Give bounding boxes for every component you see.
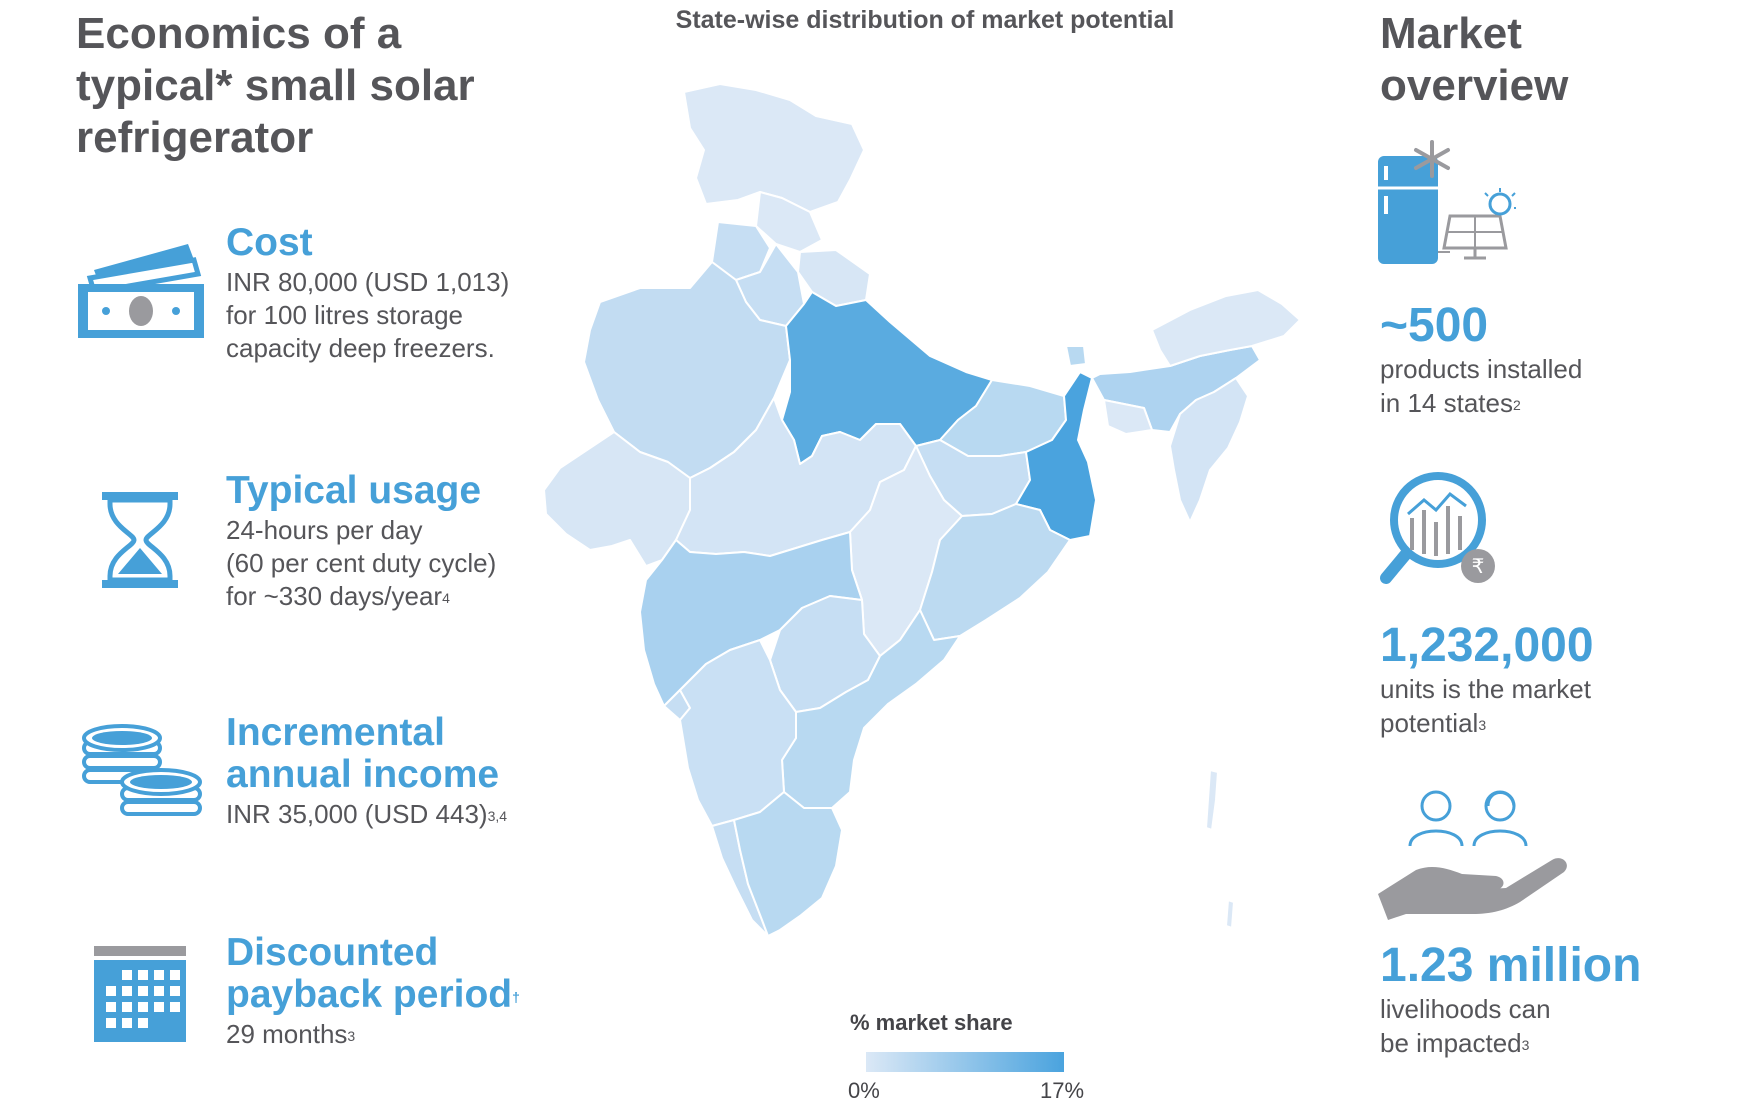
right-panel-title: Market overview xyxy=(1380,8,1700,112)
cost-body-line-3: capacity deep freezers. xyxy=(226,333,495,363)
usage-item: Typical usage 24-hours per day (60 per c… xyxy=(226,470,556,613)
stat-installed-text: products installed in 14 states2 xyxy=(1380,352,1720,420)
stat-installed-line-1: products installed xyxy=(1380,354,1583,384)
left-title-line-2: typical* small solar xyxy=(76,61,475,110)
cash-icon xyxy=(76,240,206,340)
income-item: Incremental annual income INR 35,000 (US… xyxy=(226,712,566,831)
coins-icon xyxy=(80,722,204,826)
payback-item: Discounted payback period† 29 months3 xyxy=(226,932,566,1051)
cost-heading: Cost xyxy=(226,221,313,264)
payback-body: 29 months3 xyxy=(226,1019,356,1049)
state-karnataka xyxy=(679,639,797,827)
state-meghalaya xyxy=(1103,399,1153,435)
state-northeast-south xyxy=(1169,377,1249,523)
stat-livelihoods-value: 1.23 million xyxy=(1380,939,1642,992)
usage-footnote: 4 xyxy=(442,590,450,606)
legend-min-label: 0% xyxy=(848,1078,880,1103)
state-nicobar xyxy=(1225,899,1235,929)
payback-footnote: 3 xyxy=(347,1028,356,1044)
cost-body-line-2: for 100 litres storage xyxy=(226,300,464,330)
income-footnote: 3,4 xyxy=(487,808,508,824)
income-heading: Incremental annual income xyxy=(226,712,566,796)
left-panel-title: Economics of a typical* small solar refr… xyxy=(76,8,556,164)
stat-potential-line-2: potential3 xyxy=(1380,708,1487,738)
left-title-line-1: Economics of a xyxy=(76,9,402,58)
usage-body: 24-hours per day (60 per cent duty cycle… xyxy=(226,514,556,613)
people-hand-icon xyxy=(1376,784,1576,924)
usage-body-line-2: (60 per cent duty cycle) xyxy=(226,548,497,578)
svg-text:₹: ₹ xyxy=(1472,554,1485,578)
legend-gradient-bar xyxy=(866,1052,1064,1072)
stat-livelihoods: 1.23 million livelihoods can be impacted… xyxy=(1380,940,1740,1060)
legend-max-label: 17% xyxy=(1040,1078,1085,1103)
stat-potential-line-1: units is the market xyxy=(1380,674,1591,704)
state-odisha xyxy=(919,503,1071,641)
cost-item: Cost INR 80,000 (USD 1,013) for 100 litr… xyxy=(226,222,556,365)
payback-heading-line-2: payback period† xyxy=(226,973,520,1016)
stat-livelihoods-text: livelihoods can be impacted3 xyxy=(1380,992,1740,1060)
stat-installed-line-2: in 14 states2 xyxy=(1380,388,1521,418)
stat-installed: ~500 products installed in 14 states2 xyxy=(1380,300,1720,420)
left-title-line-3: refrigerator xyxy=(76,113,314,162)
usage-body-line-1: 24-hours per day xyxy=(226,515,423,545)
cost-body: INR 80,000 (USD 1,013) for 100 litres st… xyxy=(226,266,556,365)
solar-fridge-icon xyxy=(1376,140,1516,270)
income-body: INR 35,000 (USD 443)3,4 xyxy=(226,799,508,829)
state-jammu-kashmir xyxy=(683,83,865,213)
payback-heading-line-1: Discounted xyxy=(226,931,439,974)
stat-potential-footnote: 3 xyxy=(1478,717,1487,733)
payback-heading: Discounted payback period† xyxy=(226,932,566,1016)
stat-potential-value: 1,232,000 xyxy=(1380,619,1594,672)
payback-dagger: † xyxy=(512,989,520,1005)
usage-heading: Typical usage xyxy=(226,469,482,512)
income-heading-line-1: Incremental xyxy=(226,711,445,754)
state-sikkim xyxy=(1065,345,1087,367)
stat-potential: 1,232,000 units is the market potential3 xyxy=(1380,620,1740,740)
hourglass-icon xyxy=(100,490,180,590)
stat-potential-text: units is the market potential3 xyxy=(1380,672,1740,740)
state-arunachal xyxy=(1151,289,1301,367)
calendar-icon xyxy=(92,944,188,1044)
state-himachal xyxy=(755,191,823,253)
usage-body-line-3: for ~330 days/year4 xyxy=(226,581,450,611)
cost-body-line-1: INR 80,000 (USD 1,013) xyxy=(226,267,510,297)
state-andhra-pradesh xyxy=(781,609,961,809)
legend-title: % market share xyxy=(850,1010,1013,1035)
right-title-line-2: overview xyxy=(1380,61,1569,110)
stat-installed-value: ~500 xyxy=(1380,299,1489,352)
india-map xyxy=(520,60,1320,960)
income-heading-line-2: annual income xyxy=(226,753,500,796)
map-title: State-wise distribution of market potent… xyxy=(675,6,1175,34)
state-tamil-nadu xyxy=(733,791,843,937)
state-andaman-nicobar xyxy=(1205,769,1219,831)
right-title-line-1: Market xyxy=(1380,9,1522,58)
stat-livelihoods-footnote: 3 xyxy=(1521,1037,1530,1053)
stat-livelihoods-line-2: be impacted3 xyxy=(1380,1028,1530,1058)
stat-livelihoods-line-1: livelihoods can xyxy=(1380,994,1551,1024)
market-analysis-icon: ₹ xyxy=(1378,470,1498,590)
stat-installed-footnote: 2 xyxy=(1512,397,1521,413)
